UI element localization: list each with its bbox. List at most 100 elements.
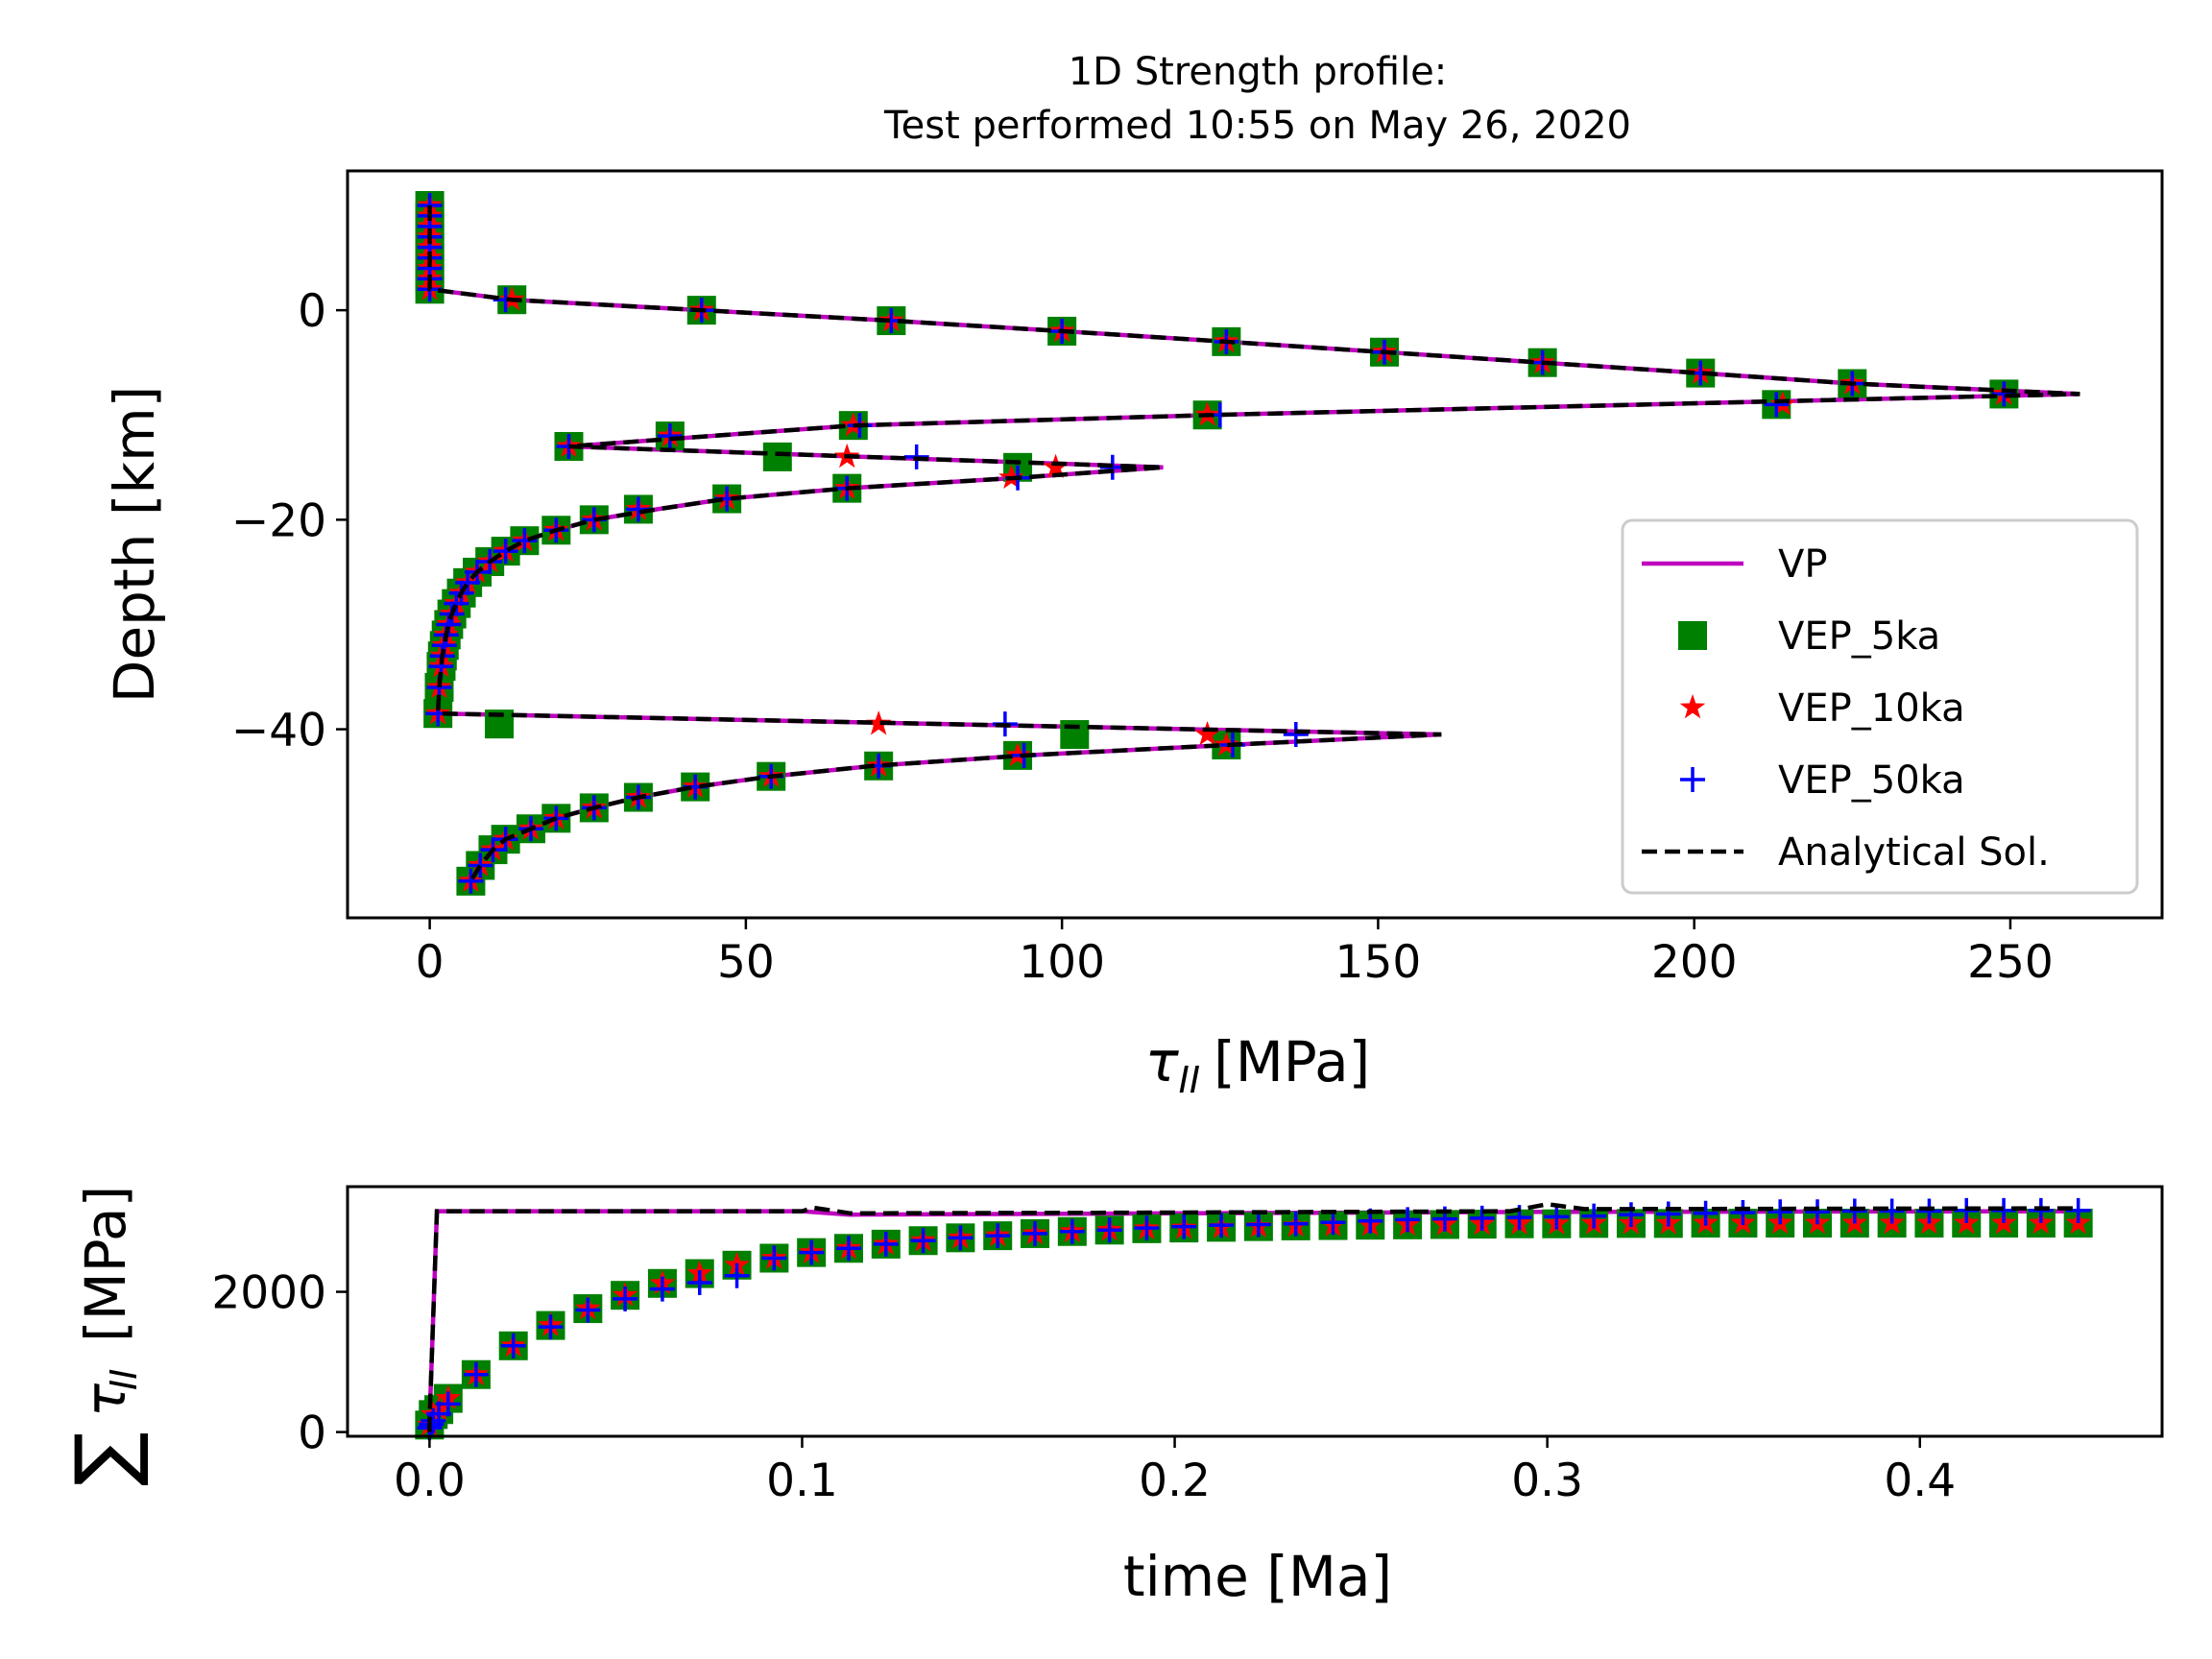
cumulative-y-axis-label: ∑ τ II [MPa] <box>58 1186 152 1486</box>
y-tick-label: 2000 <box>211 1267 326 1320</box>
vep-50ka-point <box>761 1245 787 1271</box>
cumulative-stress-panel: 0.0 0.1 0.2 0.3 0.4 0 2000 time [Ma] ∑ τ II [… <box>58 1185 2164 1609</box>
vep-50ka-point <box>1730 1200 1756 1226</box>
vep-50ka-point <box>500 1333 526 1358</box>
vep-50ka-point <box>1879 1198 1905 1224</box>
sum-symbol: ∑ <box>58 1431 152 1486</box>
profile-y-ticks: 0 −20 −40 <box>231 285 348 757</box>
vep-50ka-point <box>1764 392 1790 418</box>
profile-series-layer <box>415 191 2080 896</box>
x-tick-label: 250 <box>1967 936 2054 989</box>
legend-label: Analytical Sol. <box>1778 830 2050 875</box>
legend-marker-swatch <box>1678 621 1707 650</box>
vep-50ka-point <box>435 1391 461 1417</box>
legend-label: VEP_50ka <box>1778 758 1965 803</box>
vep-50ka-point <box>613 1286 638 1311</box>
vep-50ka-point <box>1395 1207 1421 1233</box>
vep-50ka-point <box>1693 1200 1719 1226</box>
vep-50ka-point <box>444 590 469 616</box>
vep-50ka-point <box>458 868 484 894</box>
vep-50ka-point <box>649 1276 675 1302</box>
strength-profile-panel: 1D Strength profile: Test performed 10:5… <box>102 50 2164 1101</box>
y-tick-label: 0 <box>298 285 326 338</box>
profile-x-axis-label: τII [MPa] <box>1145 1029 1371 1101</box>
vep-50ka-point <box>985 1223 1011 1249</box>
vep-50ka-point <box>657 423 683 449</box>
analytical-line <box>427 205 2080 882</box>
vep-50ka-point <box>463 1361 489 1387</box>
vep-50ka-point <box>1283 1211 1309 1237</box>
legend-label: VEP_5ka <box>1778 614 1940 659</box>
cumulative-x-axis-label: time [Ma] <box>1123 1544 1392 1609</box>
y-axis-unit: [MPa] <box>73 1186 138 1342</box>
vep-50ka-point <box>799 1239 825 1265</box>
vep-50ka-point <box>1096 1217 1122 1243</box>
legend-entry-vep-10ka: VEP_10ka <box>1679 686 1965 731</box>
cumulative-y-ticks: 0 2000 <box>211 1267 348 1460</box>
x-axis-subscript: II <box>1179 1059 1200 1101</box>
vep-50ka-point <box>455 569 481 595</box>
legend-marker-swatch <box>1680 767 1705 792</box>
legend-entry-vep-5ka: VEP_5ka <box>1678 614 1940 659</box>
vep-50ka-point <box>835 1236 861 1262</box>
x-tick-label: 0.2 <box>1139 1455 1211 1507</box>
vep-5ka-point <box>762 442 792 471</box>
vep-50ka-point <box>1841 1198 1867 1224</box>
y-tick-label: 0 <box>298 1407 326 1460</box>
cumulative-series-layer <box>415 1197 2093 1441</box>
vep-50ka-point <box>493 539 518 565</box>
vep-50ka-point <box>1283 722 1309 748</box>
y-axis-subscript: II <box>103 1369 145 1390</box>
vep-50ka-point <box>1469 1205 1495 1231</box>
legend-label: VP <box>1778 542 1827 587</box>
vep-10ka-point <box>865 710 892 735</box>
vep-50ka-point <box>948 1225 974 1251</box>
y-tick-label: −20 <box>231 494 326 547</box>
vep-50ka-point <box>1022 1220 1048 1246</box>
x-axis-unit: [MPa] <box>1214 1029 1370 1094</box>
x-tick-label: 50 <box>717 936 775 989</box>
vep-50ka-point <box>575 1297 601 1323</box>
x-axis-symbol: τ <box>1145 1029 1180 1094</box>
vep-50ka-point <box>1171 1214 1197 1239</box>
vep-50ka-point <box>686 1270 712 1296</box>
x-tick-label: 200 <box>1651 936 1738 989</box>
analytical-line <box>427 1202 2080 1432</box>
vep-50ka-point <box>1655 1201 1681 1227</box>
vep-50ka-point <box>1209 1213 1235 1238</box>
legend: VP VEP_5ka VEP_10ka VEP_50ka Analytical Sol. <box>1621 518 2139 895</box>
vep-50ka-point <box>1245 1212 1271 1238</box>
legend-entry-vp: VP <box>1642 542 1827 587</box>
vep-5ka-point <box>1060 720 1090 750</box>
vep-50ka-point <box>1581 1203 1607 1229</box>
profile-axes-frame <box>346 169 2164 920</box>
vep-10ka-point <box>1043 453 1069 479</box>
x-tick-label: 0.1 <box>766 1455 838 1507</box>
chart-title-line-1: 1D Strength profile: <box>1069 50 1448 94</box>
x-tick-label: 0 <box>416 936 445 989</box>
vep-50ka-point <box>1544 1204 1570 1230</box>
y-tick-label: −40 <box>231 705 326 757</box>
vep-50ka-point <box>1805 1199 1831 1225</box>
x-tick-label: 0.4 <box>1884 1455 1956 1507</box>
x-tick-label: 0.3 <box>1511 1455 1583 1507</box>
y-axis-symbol: τ <box>73 1382 138 1417</box>
cumulative-x-ticks: 0.0 0.1 0.2 0.3 0.4 <box>394 1436 1956 1507</box>
legend-box <box>1621 518 2139 895</box>
vep-50ka-point <box>724 1262 750 1288</box>
vep-50ka-point <box>1134 1215 1160 1241</box>
cumulative-axes-frame <box>346 1185 2164 1438</box>
vep-50ka-point <box>1767 1199 1793 1225</box>
vep-50ka-point <box>468 853 493 878</box>
vep-10ka-point <box>1194 721 1220 746</box>
vep-50ka-point <box>910 1228 936 1254</box>
profile-x-ticks: 0 50 100 150 200 250 <box>416 918 2054 989</box>
x-tick-label: 150 <box>1335 936 1422 989</box>
x-tick-label: 0.0 <box>394 1455 466 1507</box>
vep-50ka-point <box>1059 1218 1085 1244</box>
legend-entry-vep-50ka: VEP_50ka <box>1680 758 1965 803</box>
vep-50ka-point <box>512 528 538 554</box>
legend-entry-analytical-sol: Analytical Sol. <box>1642 830 2050 875</box>
vep-50ka-point <box>1916 1198 1942 1224</box>
